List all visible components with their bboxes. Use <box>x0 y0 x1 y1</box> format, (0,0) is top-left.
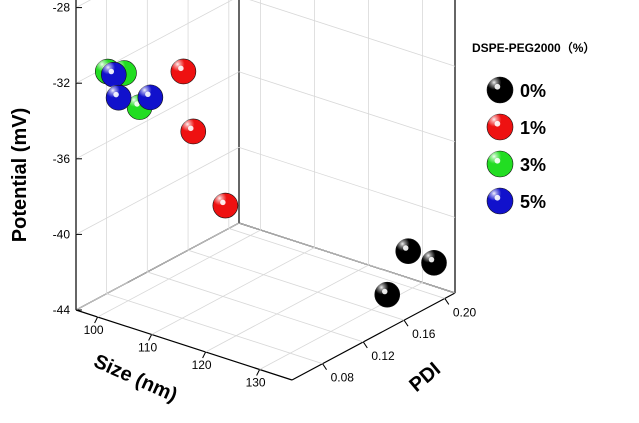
data-points <box>94 58 447 308</box>
grid-lines <box>75 0 456 370</box>
y-tick-mark <box>403 319 409 327</box>
data-point-glint <box>108 68 115 75</box>
legend-marker-glint <box>494 194 501 201</box>
data-point <box>170 58 197 85</box>
y-tick-mark <box>444 298 450 305</box>
data-point <box>101 61 127 88</box>
grid-line-y <box>106 293 323 365</box>
data-point-glint <box>428 256 435 263</box>
legend-label: 3% <box>520 155 546 175</box>
y-tick-label: 0.12 <box>371 349 395 363</box>
x-tick-label: 100 <box>84 323 104 337</box>
grid-line-y <box>187 249 405 321</box>
grid-line-z <box>238 222 456 294</box>
legend-marker-glint <box>494 120 501 127</box>
y-tick-mark <box>362 341 368 349</box>
grid-line-x <box>151 247 315 335</box>
z-tick-label: -44 <box>53 303 71 317</box>
x-tick-label: 110 <box>138 341 157 355</box>
x-axis-title: Size (nm) <box>90 350 180 406</box>
legend-marker-glint <box>494 83 501 90</box>
axis-box <box>75 0 456 381</box>
grid-line-y <box>228 228 445 299</box>
y-tick-label: 0.20 <box>453 305 477 319</box>
data-point-glint <box>145 91 151 98</box>
legend-marker <box>486 113 514 141</box>
grid-line-z <box>75 0 92 8</box>
legend-label: 1% <box>520 118 546 138</box>
legend-marker <box>486 150 514 178</box>
x-tick-mark <box>94 316 99 324</box>
grid-line-z <box>75 147 240 235</box>
x-tick-mark <box>202 351 207 359</box>
tick-labels: -28 -32 -36 -40 -44 100 110 120 130 0.08 0.12 0.16 0… <box>53 1 477 390</box>
box-edge <box>291 292 456 381</box>
data-point <box>212 192 239 219</box>
grid-line-z <box>238 147 456 218</box>
legend-label: 5% <box>520 192 546 212</box>
y-tick-label: 0.08 <box>331 371 355 385</box>
z-tick-label: -28 <box>53 1 71 15</box>
data-point <box>105 84 132 111</box>
box-edge <box>75 309 293 381</box>
legend-marker-glint <box>494 157 501 164</box>
z-tick-label: -36 <box>53 152 71 166</box>
data-point-glint <box>178 65 184 72</box>
y-tick-label: 0.16 <box>412 327 436 341</box>
data-point <box>180 118 207 145</box>
grid-line-x <box>97 229 261 318</box>
x-tick-mark <box>256 369 261 376</box>
data-point <box>395 238 422 264</box>
z-tick-label: -32 <box>53 76 71 90</box>
x-tick-label: 130 <box>246 376 266 390</box>
legend-title: DSPE-PEG2000（%） <box>472 40 595 55</box>
data-point-glint <box>113 91 119 98</box>
z-tick-label: -40 <box>53 227 71 241</box>
legend-marker <box>486 187 514 215</box>
data-point-glint <box>402 245 409 251</box>
grid-line-z <box>238 71 456 143</box>
data-point <box>421 250 447 276</box>
x-tick-mark <box>148 334 153 341</box>
grid-line-x <box>205 264 369 353</box>
x-tick-label: 120 <box>192 358 212 372</box>
z-axis-title: Potential (mV) <box>9 108 31 242</box>
grid-line-y <box>147 271 364 343</box>
data-point-glint <box>220 199 226 206</box>
grid-line-z <box>75 222 240 311</box>
grid-line-z <box>75 71 240 160</box>
grid-line-z <box>249 0 456 67</box>
data-point-glint <box>188 125 194 132</box>
legend: 0% 1% 3% 5% <box>486 76 546 215</box>
legend-marker <box>486 76 514 104</box>
y-axis-title: PDI <box>405 358 445 396</box>
data-point <box>137 84 164 111</box>
data-point-glint <box>382 288 388 295</box>
y-tick-mark <box>322 363 327 370</box>
data-point-glint <box>134 101 140 107</box>
data-point <box>374 281 401 308</box>
legend-label: 0% <box>520 81 546 101</box>
